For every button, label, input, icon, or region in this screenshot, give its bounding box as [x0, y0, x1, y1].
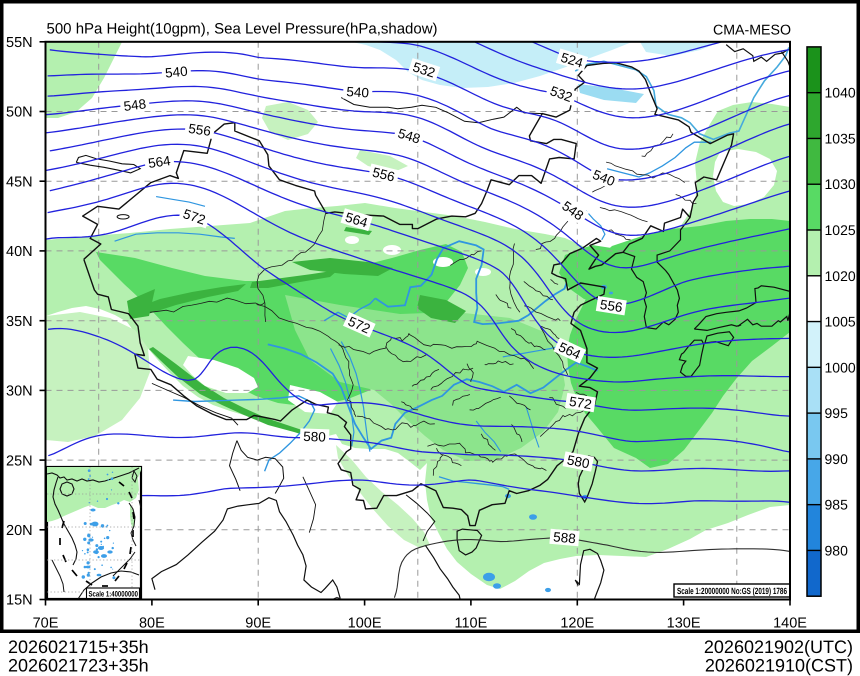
svg-text:540: 540 [164, 64, 188, 81]
svg-text:1000: 1000 [825, 359, 856, 375]
svg-text:30N: 30N [6, 384, 33, 400]
svg-text:110E: 110E [455, 616, 488, 632]
svg-text:556: 556 [371, 165, 396, 185]
svg-text:1025: 1025 [825, 222, 856, 238]
svg-text:556: 556 [187, 121, 211, 139]
svg-text:25N: 25N [6, 453, 33, 469]
svg-text:548: 548 [123, 96, 147, 114]
svg-text:548: 548 [396, 126, 422, 147]
svg-text:985: 985 [825, 497, 849, 513]
svg-text:532: 532 [548, 83, 574, 105]
svg-text:572: 572 [181, 206, 207, 228]
svg-text:980: 980 [825, 542, 849, 558]
svg-text:540: 540 [346, 84, 370, 101]
svg-text:588: 588 [553, 529, 577, 546]
svg-text:Scale 1:40000000: Scale 1:40000000 [89, 589, 139, 598]
svg-text:50N: 50N [6, 105, 33, 121]
svg-text:1040: 1040 [825, 85, 856, 101]
svg-text:1005: 1005 [825, 314, 856, 330]
svg-text:120E: 120E [560, 616, 594, 632]
svg-text:45N: 45N [6, 174, 33, 190]
svg-text:100E: 100E [348, 616, 382, 632]
svg-text:1035: 1035 [825, 130, 856, 146]
svg-text:990: 990 [825, 451, 849, 467]
svg-text:2026021902(UTC): 2026021902(UTC) [704, 637, 853, 657]
svg-text:564: 564 [344, 210, 370, 231]
svg-text:1030: 1030 [825, 176, 856, 192]
svg-text:20N: 20N [6, 523, 33, 539]
svg-text:90E: 90E [245, 616, 271, 632]
svg-text:500 hPa Height(10gpm), Sea Lev: 500 hPa Height(10gpm), Sea Level Pressur… [47, 21, 438, 38]
svg-text:35N: 35N [6, 314, 33, 330]
svg-text:CMA-MESO: CMA-MESO [713, 23, 791, 39]
svg-text:15N: 15N [6, 593, 33, 609]
svg-text:2026021723+35h: 2026021723+35h [8, 656, 149, 676]
svg-text:80E: 80E [139, 616, 165, 632]
svg-text:564: 564 [147, 153, 172, 171]
svg-text:1020: 1020 [825, 268, 856, 284]
svg-text:572: 572 [568, 394, 593, 412]
svg-text:524: 524 [559, 50, 585, 71]
svg-text:556: 556 [599, 297, 624, 315]
svg-text:70E: 70E [33, 616, 59, 632]
svg-text:995: 995 [825, 405, 849, 421]
svg-text:580: 580 [303, 429, 326, 445]
svg-text:40N: 40N [6, 244, 33, 260]
svg-text:55N: 55N [6, 35, 33, 51]
svg-text:580: 580 [566, 452, 591, 471]
svg-text:2026021715+35h: 2026021715+35h [8, 637, 149, 657]
svg-text:532: 532 [411, 59, 437, 80]
svg-text:140E: 140E [773, 616, 807, 632]
svg-text:2026021910(CST): 2026021910(CST) [705, 656, 853, 676]
svg-text:Scale 1:20000000 No:GS (2019): Scale 1:20000000 No:GS (2019) 1786 [677, 586, 787, 596]
svg-text:130E: 130E [667, 616, 701, 632]
